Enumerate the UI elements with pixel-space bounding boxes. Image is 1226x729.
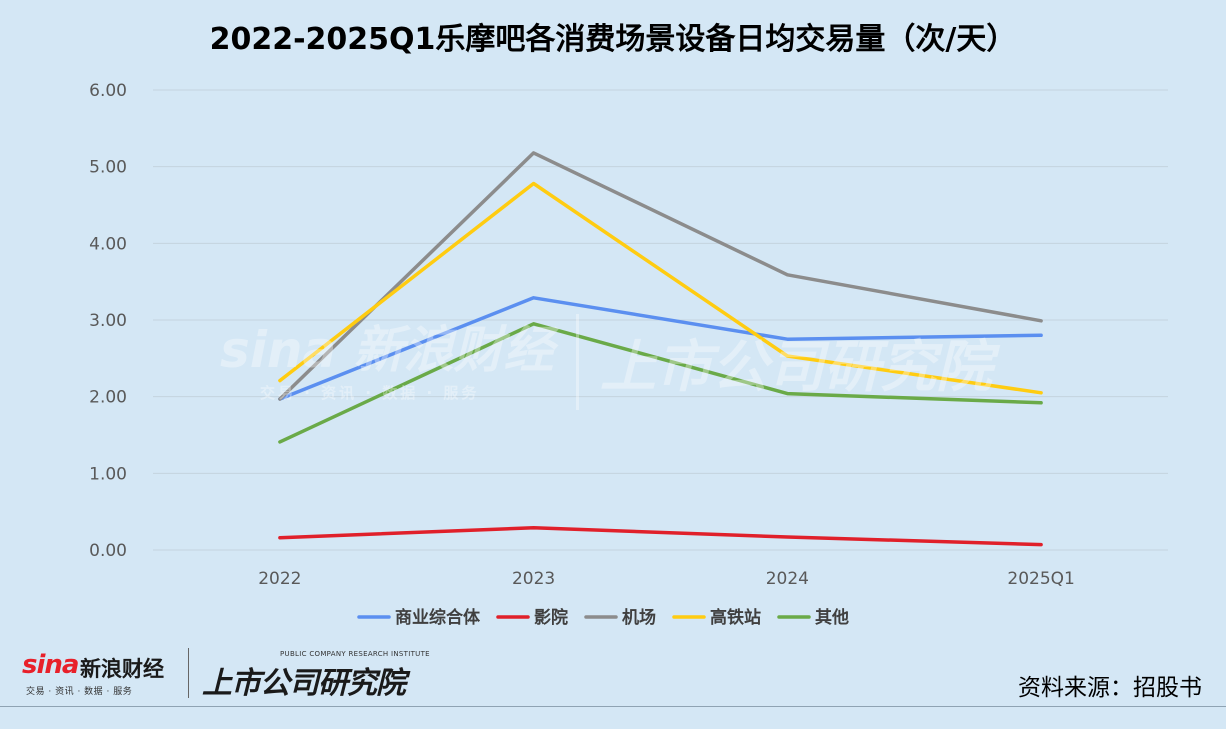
- grid-lines: [153, 89, 1168, 551]
- legend-label: 影院: [534, 607, 568, 628]
- x-tick-label: 2022: [258, 569, 301, 589]
- research-institute-logo: PUBLIC COMPANY RESEARCH INSTITUTE 上市公司研究…: [200, 648, 430, 701]
- series-line: [278, 322, 1043, 444]
- y-tick-label: 6.00: [89, 81, 127, 101]
- y-tick-label: 4.00: [89, 234, 127, 254]
- sina-finance-name: 新浪财经: [80, 657, 164, 681]
- sina-logo-icon: sina: [22, 650, 79, 680]
- series-line: [278, 151, 1043, 401]
- y-tick-label: 2.00: [89, 388, 127, 408]
- y-tick-label: 5.00: [89, 158, 127, 178]
- y-tick-label: 1.00: [89, 464, 127, 484]
- series-line: [278, 296, 1043, 401]
- chart-title: 2022-2025Q1乐摩吧各消费场景设备日均交易量（次/天）: [209, 22, 1017, 57]
- source-note: 资料来源：招股书: [1018, 675, 1202, 701]
- x-axis-ticks: 2022 2023 2024 2025Q1: [258, 569, 1075, 589]
- series-lines: [278, 151, 1043, 547]
- line-chart: 0.001.002.003.004.005.006.00 2022 2023 202…: [89, 81, 1168, 628]
- legend-label: 其他: [815, 607, 849, 628]
- series-line: [278, 181, 1043, 395]
- sina-finance-subtitle: 交易 · 资讯 · 数据 · 服务: [26, 687, 133, 697]
- y-tick-label: 0.00: [89, 541, 127, 561]
- series-line: [278, 526, 1043, 547]
- legend-label: 商业综合体: [395, 607, 481, 628]
- institute-english-name: PUBLIC COMPANY RESEARCH INSTITUTE: [280, 650, 430, 658]
- footer-divider: [0, 706, 1226, 707]
- y-axis-ticks: 0.00 1.00 2.00 3.00 4.00 5.00 6.00: [89, 81, 127, 561]
- x-tick-label: 2024: [766, 569, 809, 589]
- institute-chinese-name: 上市公司研究院: [202, 666, 406, 701]
- legend-label: 机场: [622, 607, 656, 628]
- sina-finance-logo: sina 新浪财经 交易 · 资讯 · 数据 · 服务: [22, 648, 182, 700]
- x-tick-label: 2023: [512, 569, 555, 589]
- legend: 商业综合体 影院 机场 高铁站 其他: [357, 607, 849, 628]
- y-tick-label: 3.00: [89, 311, 127, 331]
- x-tick-label: 2025Q1: [1007, 569, 1074, 589]
- brand-divider: [188, 648, 189, 698]
- legend-label: 高铁站: [710, 607, 761, 628]
